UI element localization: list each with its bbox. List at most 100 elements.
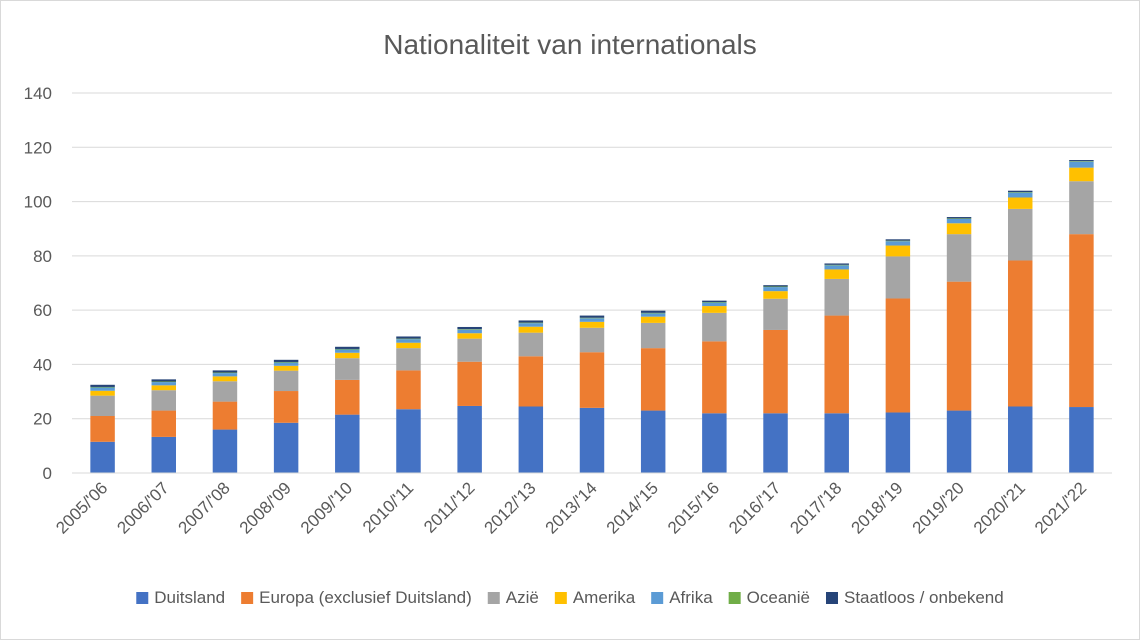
legend-swatch	[487, 592, 500, 604]
bar-segment-s2-c2	[212, 381, 238, 402]
bar-segment-s3-c2	[212, 376, 238, 382]
bar-segment-s3-c9	[640, 316, 666, 323]
bar-segment-s0-c2	[212, 429, 238, 473]
bar-segment-s5-c2	[212, 372, 238, 374]
bar-segment-s2-c13	[885, 256, 911, 299]
bar-segment-s4-c2	[212, 373, 238, 377]
bar-segment-s4-c9	[640, 313, 666, 317]
bar-segment-s5-c9	[640, 312, 666, 314]
bar-segment-s2-c14	[946, 234, 972, 282]
bar-segment-s6-c3	[273, 359, 299, 362]
bar-segment-s6-c10	[702, 300, 727, 302]
bar-segment-s2-c11	[763, 298, 788, 330]
bars	[90, 160, 1094, 473]
y-tick-label: 80	[33, 247, 52, 266]
bar-segment-s6-c7	[518, 320, 544, 323]
bar-segment-s3-c3	[273, 365, 299, 371]
legend-label: Azië	[506, 588, 539, 607]
bar-segment-s4-c13	[885, 241, 911, 246]
bar-segment-s2-c1	[151, 390, 176, 411]
bar-segment-s3-c15	[1008, 197, 1033, 209]
bar-segment-s3-c5	[396, 342, 421, 349]
bar-segment-s4-c7	[518, 323, 544, 327]
bar-segment-s5-c13	[885, 240, 911, 242]
bar-segment-s2-c12	[824, 278, 849, 316]
bar-segment-s2-c7	[518, 332, 544, 357]
bar-segment-s2-c6	[457, 338, 482, 362]
bar-segment-s4-c15	[1008, 192, 1033, 198]
bar-segment-s4-c12	[824, 265, 849, 270]
bar-segment-s1-c10	[702, 341, 727, 414]
bar-segment-s1-c16	[1069, 234, 1094, 408]
bar-segment-s6-c8	[579, 315, 605, 318]
bar-segment-s2-c16	[1069, 181, 1094, 235]
bar-segment-s5-c10	[702, 302, 727, 303]
bar-segment-s5-c1	[151, 381, 176, 383]
bar-segment-s5-c16	[1069, 161, 1094, 162]
bar-segment-s0-c13	[885, 412, 911, 473]
bar-segment-s6-c11	[763, 285, 788, 287]
bar-segment-s5-c12	[824, 264, 849, 266]
legend-swatch	[136, 592, 149, 604]
legend-label: Duitsland	[154, 588, 225, 607]
bar-segment-s3-c1	[151, 385, 176, 391]
bar-segment-s5-c5	[396, 338, 421, 340]
bar-segment-s1-c0	[90, 416, 115, 442]
bar-segment-s3-c11	[763, 291, 788, 299]
bar-segment-s0-c1	[151, 436, 176, 473]
bar-segment-s0-c4	[335, 414, 360, 473]
legend-label: Staatloos / onbekend	[844, 588, 1004, 607]
bar-segment-s3-c14	[946, 223, 972, 235]
bar-segment-s1-c3	[273, 391, 299, 423]
bar-segment-s0-c9	[640, 410, 666, 473]
bar-segment-s4-c10	[702, 302, 727, 307]
bar-segment-s5-c15	[1008, 192, 1033, 193]
bar-segment-s6-c5	[396, 336, 421, 339]
bar-segment-s2-c0	[90, 395, 115, 416]
bar-segment-s0-c14	[946, 410, 972, 473]
bar-segment-s1-c2	[212, 401, 238, 430]
bar-segment-s1-c9	[640, 348, 666, 411]
bar-segment-s6-c16	[1069, 160, 1094, 162]
legend-swatch	[825, 592, 838, 604]
bar-segment-s3-c13	[885, 245, 911, 257]
legend-swatch	[554, 592, 567, 604]
legend: Duitsland Europa (exclusief Duitsland) Azi…	[136, 588, 1004, 607]
bar-segment-s5-c11	[763, 286, 788, 288]
bar-segment-s2-c3	[273, 370, 299, 392]
legend-label: Afrika	[669, 588, 713, 607]
bar-segment-s1-c4	[335, 379, 360, 415]
bar-segment-s1-c14	[946, 281, 972, 411]
bar-segment-s4-c1	[151, 382, 176, 386]
bar-segment-s0-c5	[396, 409, 421, 473]
legend-label: Europa (exclusief Duitsland)	[259, 588, 472, 607]
bar-segment-s5-c4	[335, 348, 360, 350]
bar-segment-s3-c12	[824, 269, 849, 279]
bar-segment-s6-c15	[1008, 190, 1033, 193]
bar-segment-s1-c6	[457, 361, 482, 406]
bar-segment-s5-c8	[579, 317, 605, 319]
bar-segment-s0-c8	[579, 407, 605, 473]
y-tick-label: 120	[24, 138, 52, 157]
bar-segment-s6-c9	[640, 310, 666, 313]
bar-segment-s1-c11	[763, 329, 788, 414]
bar-segment-s4-c4	[335, 349, 360, 353]
y-axis-ticks: 0 20 40 60 80 100 120 140	[24, 84, 52, 483]
gridlines	[72, 92, 1112, 420]
bar-segment-s1-c8	[579, 352, 605, 408]
bar-segment-s1-c1	[151, 410, 176, 437]
bar-segment-s6-c13	[885, 239, 911, 241]
bar-segment-s4-c0	[90, 387, 115, 391]
bar-segment-s2-c9	[640, 322, 666, 349]
bar-segment-s3-c6	[457, 333, 482, 339]
bar-segment-s4-c3	[273, 362, 299, 366]
bar-segment-s3-c16	[1069, 167, 1094, 182]
legend-swatch	[728, 592, 741, 604]
bar-segment-s3-c0	[90, 390, 115, 396]
bar-segment-s1-c15	[1008, 260, 1033, 407]
chart-title: Nationaliteit van internationals	[383, 29, 757, 60]
bar-segment-s1-c12	[824, 315, 849, 414]
bar-segment-s2-c4	[335, 358, 360, 380]
